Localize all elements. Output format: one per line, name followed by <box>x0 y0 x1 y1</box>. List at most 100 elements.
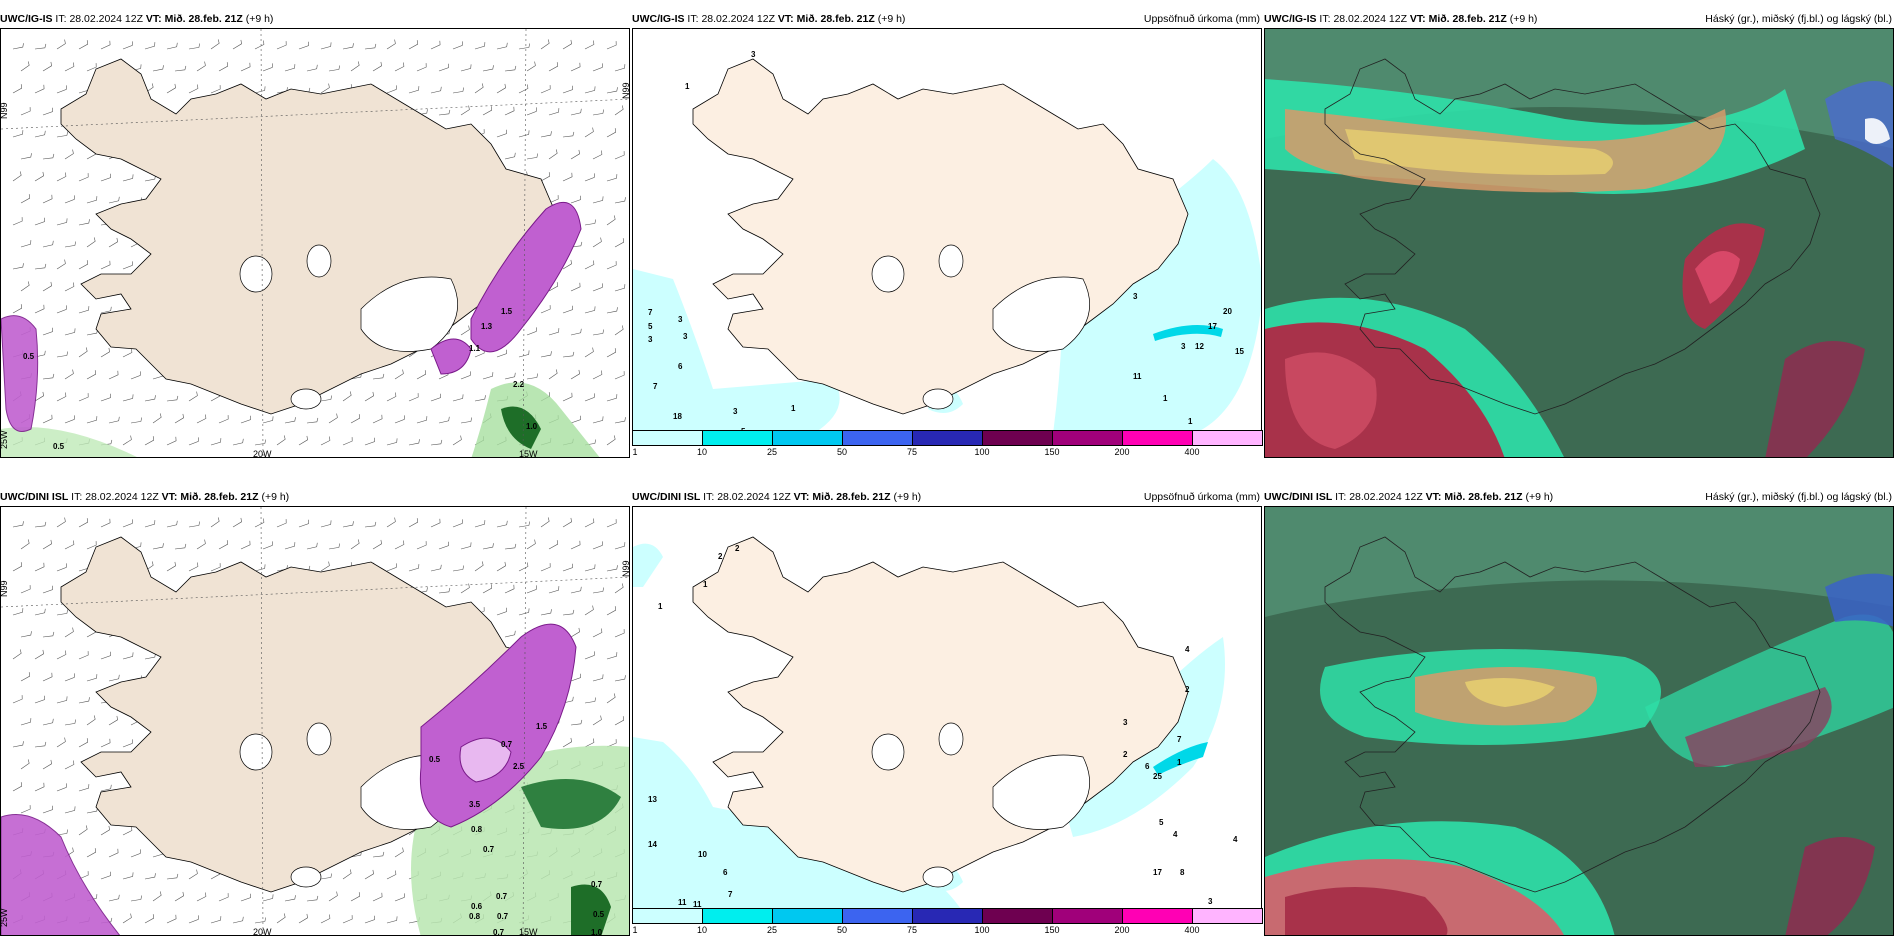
wind-barb <box>78 738 89 748</box>
wind-barb <box>496 83 506 94</box>
wind-barb <box>394 893 405 902</box>
cloud-map-svg <box>1265 507 1893 935</box>
wind-barb <box>614 371 625 380</box>
wind-barb <box>540 39 550 50</box>
colorbar-tick: 200 <box>1114 925 1130 935</box>
lat-label: N99 <box>621 560 630 577</box>
lon-label: 25W <box>1 430 9 449</box>
wind-barb <box>254 40 265 50</box>
init-time: 28.02.2024 12Z <box>1333 13 1407 25</box>
wind-barb <box>526 61 536 72</box>
wind-barb <box>34 217 45 226</box>
wind-barb <box>394 847 404 858</box>
wind-barb <box>42 585 53 594</box>
wind-barb <box>540 131 552 138</box>
valid-time: Mið. 28.feb. 21Z <box>1444 491 1523 503</box>
wind-barb <box>562 351 575 358</box>
wind-barb <box>64 540 75 550</box>
colorbar-swatch <box>632 430 703 446</box>
wind-barb <box>34 304 45 314</box>
wind-barb <box>320 42 332 50</box>
wind-barb <box>526 153 538 160</box>
wind-barb <box>570 719 583 726</box>
wind-barb <box>108 416 120 424</box>
value-label: 7 <box>648 308 653 317</box>
wind-barb <box>548 369 558 380</box>
wind-barb <box>42 194 53 204</box>
wind-barb <box>78 784 90 792</box>
colorbar-tick: 75 <box>906 447 918 457</box>
wind-barb <box>518 130 530 138</box>
wind-barb <box>416 370 427 380</box>
lead-time: (+9 h) <box>1525 491 1554 503</box>
value-label: 1.5 <box>501 307 513 316</box>
colorbar-tick: 25 <box>766 925 778 935</box>
value-label: 20 <box>1223 307 1232 316</box>
value-label: 3 <box>1208 897 1213 906</box>
wind-barb <box>526 373 538 380</box>
wind-barb <box>328 543 340 550</box>
wind-barb <box>320 395 332 402</box>
wind-barb <box>614 629 625 638</box>
wind-barb <box>210 916 222 924</box>
wind-barb <box>240 62 251 72</box>
wind-barb <box>372 61 382 72</box>
wind-barb <box>218 62 229 72</box>
wind-barb <box>100 784 112 792</box>
wind-barb <box>210 85 221 94</box>
wind-barb <box>64 328 76 336</box>
wind-barb <box>254 518 265 528</box>
value-label: 3 <box>1181 342 1186 351</box>
wind-barb <box>350 851 362 858</box>
graticule <box>1 507 629 935</box>
wind-barb <box>606 261 617 270</box>
wind-barb <box>42 373 55 380</box>
vt-label: VT: <box>1409 13 1426 25</box>
wind-barb <box>284 64 296 72</box>
wind-barb <box>592 109 604 116</box>
wind-barb <box>628 702 629 703</box>
wind-barb <box>78 518 89 528</box>
wind-barb <box>144 42 156 50</box>
wind-barb <box>606 348 617 358</box>
init-time: 28.02.2024 12Z <box>1349 491 1423 503</box>
iceland-outline <box>1324 58 1821 415</box>
wind-barb <box>408 564 420 572</box>
wind-barb <box>42 414 53 424</box>
wind-barb <box>438 416 450 424</box>
wind-barb <box>526 107 537 116</box>
lon-label: 20W <box>253 927 272 936</box>
wind-barb <box>34 350 46 358</box>
wind-barb <box>584 260 595 270</box>
wind-barb <box>56 392 67 402</box>
wind-barb <box>20 107 31 116</box>
wind-barb <box>460 64 472 72</box>
colorbar: 1 10 25 50 75 100 150 200 400 <box>632 908 1263 936</box>
colorbar-swatch <box>1122 430 1193 446</box>
wind-barb <box>350 539 360 550</box>
wind-barb <box>584 40 595 50</box>
wind-barb <box>122 826 133 836</box>
wind-barb <box>416 416 428 424</box>
wind-barb <box>592 370 603 380</box>
value-label: 3 <box>683 332 688 341</box>
model-name: UWC/IG-IS <box>632 13 685 25</box>
wind-barb <box>298 435 308 446</box>
lead-time: (+9 h) <box>245 13 274 25</box>
wind-barb <box>100 40 111 50</box>
wind-barb <box>628 790 629 791</box>
wind-barb <box>254 439 266 446</box>
wind-barb <box>34 130 46 138</box>
wind-barb <box>12 304 23 314</box>
precip-panel-row2: UWC/DINI ISL IT: 28.02.2024 12Z VT: Mið.… <box>632 488 1263 936</box>
glaciers <box>239 244 458 410</box>
colorbar-tick: 10 <box>696 925 708 935</box>
wind-barb <box>34 171 44 182</box>
colorbar-swatch <box>1052 430 1123 446</box>
wind-barb <box>20 281 30 292</box>
wind-barb <box>540 172 551 182</box>
wind-barb <box>416 63 427 72</box>
wind-barb <box>570 673 581 682</box>
colorbar-swatch <box>982 430 1053 446</box>
wind-barb <box>12 695 23 704</box>
